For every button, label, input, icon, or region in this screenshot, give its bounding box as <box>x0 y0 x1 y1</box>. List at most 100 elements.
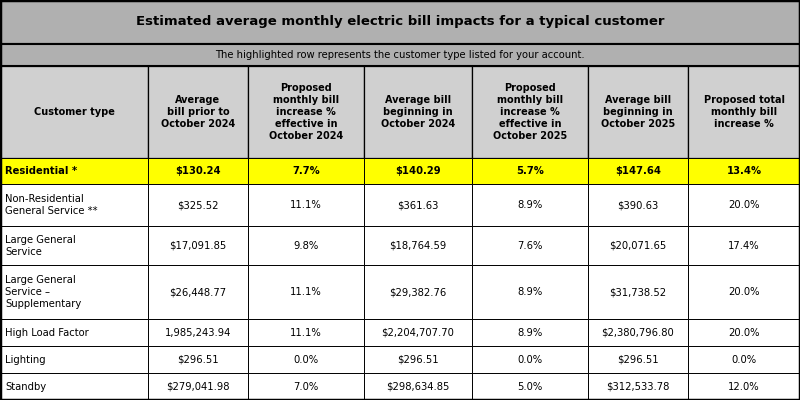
Text: $140.29: $140.29 <box>395 166 441 176</box>
Text: $312,533.78: $312,533.78 <box>606 382 670 392</box>
Text: 0.0%: 0.0% <box>731 354 757 364</box>
Bar <box>688 265 800 319</box>
Text: 11.1%: 11.1% <box>290 200 322 210</box>
Text: 0.0%: 0.0% <box>518 354 542 364</box>
Bar <box>588 265 688 319</box>
Bar <box>364 373 472 400</box>
Text: Standby: Standby <box>5 382 46 392</box>
Bar <box>248 319 364 346</box>
Text: Lighting: Lighting <box>5 354 46 364</box>
Text: 5.7%: 5.7% <box>516 166 544 176</box>
Bar <box>248 226 364 265</box>
Text: 12.0%: 12.0% <box>728 382 760 392</box>
Bar <box>0 265 148 319</box>
Bar <box>364 319 472 346</box>
Bar <box>148 265 248 319</box>
Bar <box>472 373 588 400</box>
Text: Estimated average monthly electric bill impacts for a typical customer: Estimated average monthly electric bill … <box>136 15 664 28</box>
Text: Average bill
beginning in
October 2024: Average bill beginning in October 2024 <box>381 95 455 129</box>
Bar <box>588 158 688 184</box>
Bar <box>0 184 148 226</box>
Bar <box>148 373 248 400</box>
Text: $29,382.76: $29,382.76 <box>390 287 446 297</box>
Text: Proposed
monthly bill
increase %
effective in
October 2025: Proposed monthly bill increase % effecti… <box>493 83 567 141</box>
Bar <box>588 66 688 158</box>
Bar <box>588 373 688 400</box>
Text: $18,764.59: $18,764.59 <box>390 240 446 250</box>
Text: 7.0%: 7.0% <box>294 382 318 392</box>
Bar <box>364 158 472 184</box>
Text: Proposed total
monthly bill
increase %: Proposed total monthly bill increase % <box>703 95 785 129</box>
Text: Proposed
monthly bill
increase %
effective in
October 2024: Proposed monthly bill increase % effecti… <box>269 83 343 141</box>
Bar <box>148 346 248 373</box>
Text: 20.0%: 20.0% <box>728 328 760 338</box>
Text: Large General
Service: Large General Service <box>5 234 76 256</box>
Bar <box>248 184 364 226</box>
Bar <box>0 319 148 346</box>
Text: The highlighted row represents the customer type listed for your account.: The highlighted row represents the custo… <box>215 50 585 60</box>
Text: $390.63: $390.63 <box>618 200 658 210</box>
Text: $361.63: $361.63 <box>398 200 438 210</box>
Text: $279,041.98: $279,041.98 <box>166 382 230 392</box>
Bar <box>248 265 364 319</box>
Bar <box>364 184 472 226</box>
Bar <box>588 184 688 226</box>
Bar <box>472 226 588 265</box>
Bar <box>472 319 588 346</box>
Text: Residential *: Residential * <box>5 166 78 176</box>
Text: 9.8%: 9.8% <box>294 240 318 250</box>
Bar <box>472 346 588 373</box>
Text: Non-Residential
General Service **: Non-Residential General Service ** <box>5 194 98 216</box>
Text: Average
bill prior to
October 2024: Average bill prior to October 2024 <box>161 95 235 129</box>
Bar <box>148 158 248 184</box>
Bar <box>472 265 588 319</box>
Bar <box>0 373 148 400</box>
Text: 11.1%: 11.1% <box>290 287 322 297</box>
Text: 7.7%: 7.7% <box>292 166 320 176</box>
Text: 7.6%: 7.6% <box>518 240 542 250</box>
Bar <box>688 226 800 265</box>
Text: $296.51: $296.51 <box>617 354 659 364</box>
Bar <box>364 346 472 373</box>
Bar <box>364 265 472 319</box>
Text: $298,634.85: $298,634.85 <box>386 382 450 392</box>
Text: High Load Factor: High Load Factor <box>5 328 89 338</box>
Bar <box>364 226 472 265</box>
Bar <box>688 346 800 373</box>
Bar <box>0 226 148 265</box>
Bar <box>148 319 248 346</box>
Text: 20.0%: 20.0% <box>728 200 760 210</box>
Bar <box>248 66 364 158</box>
Bar <box>148 184 248 226</box>
Bar <box>472 184 588 226</box>
Text: Customer type: Customer type <box>34 107 114 117</box>
Text: $296.51: $296.51 <box>177 354 219 364</box>
Bar <box>0 0 800 44</box>
Bar <box>0 346 148 373</box>
Bar <box>364 66 472 158</box>
Bar <box>688 66 800 158</box>
Bar <box>0 158 148 184</box>
Text: $17,091.85: $17,091.85 <box>170 240 226 250</box>
Text: $26,448.77: $26,448.77 <box>170 287 226 297</box>
Text: 5.0%: 5.0% <box>518 382 542 392</box>
Bar <box>148 66 248 158</box>
Text: Large General
Service –
Supplementary: Large General Service – Supplementary <box>5 275 82 309</box>
Bar <box>0 44 800 66</box>
Text: 20.0%: 20.0% <box>728 287 760 297</box>
Text: $147.64: $147.64 <box>615 166 661 176</box>
Text: Average bill
beginning in
October 2025: Average bill beginning in October 2025 <box>601 95 675 129</box>
Text: $130.24: $130.24 <box>175 166 221 176</box>
Bar <box>688 184 800 226</box>
Bar <box>688 158 800 184</box>
Bar <box>248 373 364 400</box>
Bar <box>472 66 588 158</box>
Text: $31,738.52: $31,738.52 <box>610 287 666 297</box>
Text: 8.9%: 8.9% <box>518 200 542 210</box>
Text: 1,985,243.94: 1,985,243.94 <box>165 328 231 338</box>
Text: 13.4%: 13.4% <box>726 166 762 176</box>
Text: $2,204,707.70: $2,204,707.70 <box>382 328 454 338</box>
Bar <box>588 346 688 373</box>
Text: 8.9%: 8.9% <box>518 287 542 297</box>
Bar <box>688 373 800 400</box>
